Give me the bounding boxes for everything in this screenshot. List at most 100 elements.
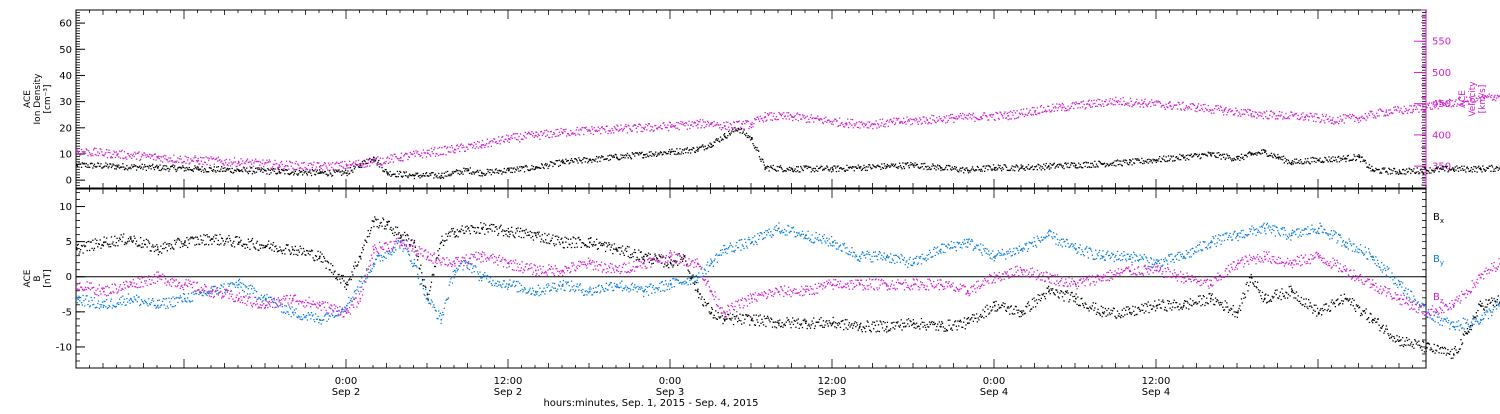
data-point [100,248,101,249]
data-point [159,156,160,157]
y-tick-label: 5 [66,237,72,248]
data-point [123,158,124,159]
data-point [206,164,207,165]
data-point [1221,107,1222,108]
data-point [91,241,92,242]
data-point [892,165,893,166]
data-point [752,126,753,127]
data-point [1243,159,1244,160]
data-point [1451,100,1452,101]
data-point [582,159,583,160]
data-point [1430,172,1431,173]
data-point [958,171,959,172]
data-point [854,123,855,124]
data-point [642,131,643,132]
data-point [106,238,107,239]
data-point [888,126,889,127]
data-point [714,121,715,122]
data-point [864,123,865,124]
y-axis-title-line: B [33,275,43,281]
data-point [871,168,872,169]
data-point [1200,110,1201,111]
data-point [885,123,886,124]
data-point [499,140,500,141]
data-point [670,122,671,123]
data-point [1061,165,1062,166]
data-point [629,155,630,156]
data-point [834,165,835,166]
data-point [1437,168,1438,169]
data-point [1434,106,1435,107]
data-point [798,166,799,167]
data-point [1117,159,1118,160]
data-point [498,136,499,137]
data-point [1447,101,1448,102]
data-point [1045,110,1046,111]
data-point [852,119,853,120]
data-point [676,122,677,123]
data-point [840,125,841,126]
data-point [1248,115,1249,116]
data-point [771,112,772,113]
data-point [1122,104,1123,105]
data-point [1303,163,1304,164]
data-point [972,166,973,167]
data-point [1070,107,1071,108]
data-point [485,145,486,146]
data-point [720,124,721,125]
data-point [810,167,811,168]
data-point [497,143,498,144]
data-point [628,125,629,126]
data-point [1154,101,1155,102]
data-point [473,145,474,146]
data-point [233,161,234,162]
data-point [886,166,888,168]
data-point [479,142,480,143]
data-point [688,121,689,122]
data-point [1387,115,1388,116]
data-point [1040,165,1041,166]
data-point [728,131,729,132]
data-point [803,116,804,117]
data-point [697,149,699,151]
data-point [339,165,340,166]
data-point [257,169,258,170]
data-point [1410,112,1411,113]
data-point [116,151,117,152]
data-point [758,118,759,119]
data-point [573,161,574,162]
data-point [967,170,969,172]
data-point [923,168,924,169]
data-point [121,234,122,235]
data-point [675,125,676,126]
data-point [1193,155,1194,156]
data-point [952,114,953,115]
data-point [100,239,101,240]
data-point [1268,118,1269,119]
data-point [897,119,898,120]
data-point [596,156,597,157]
data-point [967,118,968,119]
data-point [612,130,613,131]
data-point [1177,108,1178,109]
data-point [1389,169,1390,170]
data-point [117,245,118,246]
data-point [1389,113,1390,114]
data-point [283,168,284,169]
data-point [530,169,531,170]
data-point [611,156,612,157]
data-point [1169,160,1170,161]
data-point [176,239,177,240]
data-point [252,173,253,174]
data-point [482,175,483,176]
data-point [866,124,867,125]
data-point [341,166,342,167]
data-point [1080,164,1081,165]
data-point [794,170,795,171]
data-point [772,120,773,121]
data-point [155,246,156,247]
data-point [251,167,252,168]
data-point [681,124,682,125]
data-point [1471,167,1472,168]
data-point [454,152,455,153]
